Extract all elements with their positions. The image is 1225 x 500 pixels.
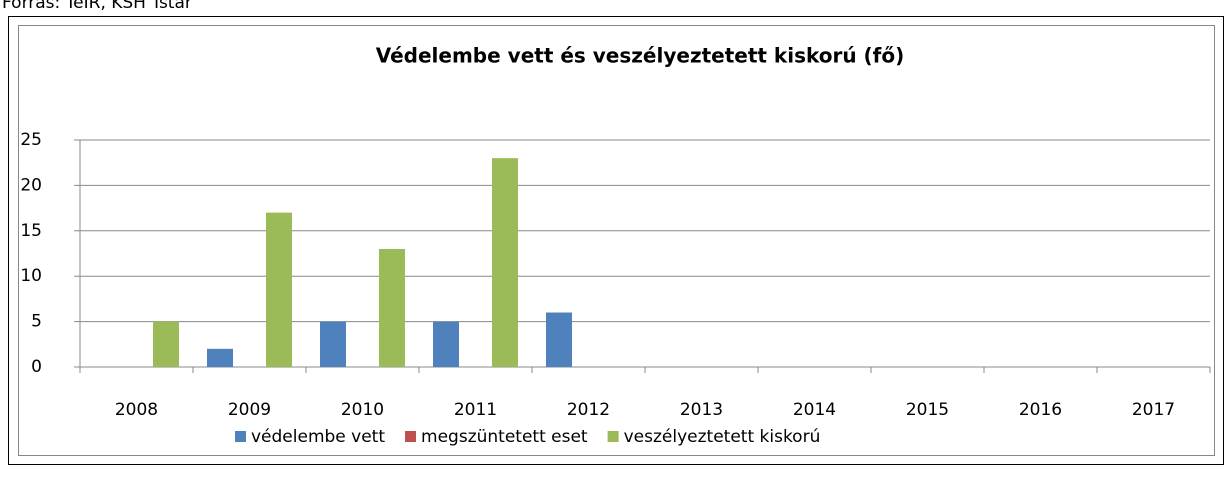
x-tick-label: 2012 — [567, 400, 610, 420]
legend-label: védelembe vett — [251, 427, 385, 447]
bar — [266, 212, 292, 367]
chart-frame — [18, 25, 1215, 456]
x-tick-label: 2016 — [1019, 400, 1062, 420]
x-tick-label: 2017 — [1132, 400, 1175, 420]
legend-swatch — [405, 431, 417, 442]
y-tick-label: 20 — [20, 175, 42, 195]
y-tick-label: 0 — [31, 357, 42, 377]
x-tick-label: 2014 — [793, 400, 836, 420]
x-tick-label: 2015 — [906, 400, 949, 420]
y-tick-label: 25 — [20, 130, 42, 150]
x-tick-label: 2009 — [228, 400, 271, 420]
x-tick-label: 2010 — [341, 400, 384, 420]
x-tick-label: 2008 — [115, 400, 158, 420]
bar — [492, 158, 518, 367]
bar — [379, 248, 405, 367]
legend-label: veszélyeztetett kiskorú — [624, 427, 821, 447]
bar — [207, 348, 233, 367]
x-tick-label: 2011 — [454, 400, 497, 420]
legend-label: megszüntetett eset — [421, 427, 588, 447]
y-tick-label: 15 — [20, 221, 42, 241]
legend-swatch — [235, 431, 246, 442]
y-tick-label: 5 — [31, 312, 42, 332]
x-tick-label: 2013 — [680, 400, 723, 420]
bar — [153, 321, 179, 367]
bar — [546, 312, 572, 367]
source-note: Forrás: TeIR, KSH Tstar — [2, 0, 192, 13]
legend-swatch — [607, 431, 619, 442]
bar — [320, 321, 346, 367]
bar — [433, 321, 459, 367]
chart-title: Védelembe vett és veszélyeztetett kiskor… — [376, 44, 905, 68]
outer-frame — [8, 16, 1224, 465]
y-tick-label: 10 — [20, 266, 42, 286]
